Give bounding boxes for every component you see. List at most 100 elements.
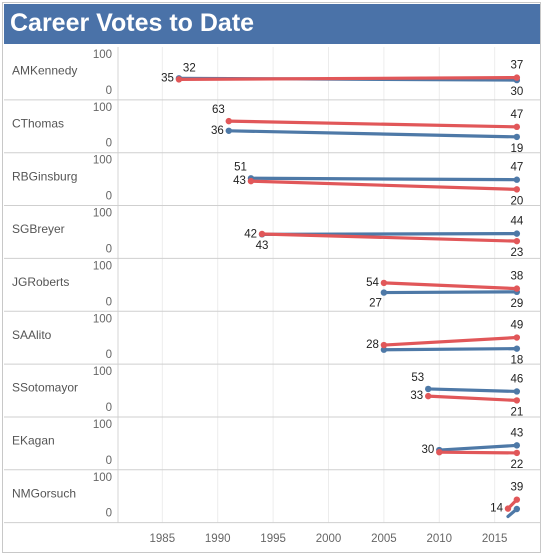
title-bar: Career Votes to Date bbox=[4, 4, 540, 44]
blue-point bbox=[225, 127, 232, 134]
red-point bbox=[380, 279, 388, 287]
red-series-line bbox=[260, 232, 519, 243]
data-label: 35 bbox=[161, 72, 174, 84]
chart-title: Career Votes to Date bbox=[10, 9, 255, 37]
y-tick-label: 0 bbox=[106, 243, 112, 255]
row-label: SGBreyer bbox=[12, 222, 65, 236]
red-series-line bbox=[382, 335, 519, 347]
data-label: 43 bbox=[510, 427, 523, 439]
red-point bbox=[225, 117, 232, 125]
blue-series-line bbox=[437, 443, 519, 452]
data-label: 38 bbox=[510, 271, 523, 283]
x-tick-label: 2015 bbox=[482, 533, 508, 545]
red-point bbox=[258, 230, 266, 238]
red-series-line bbox=[382, 281, 519, 291]
row-label: AMKennedy bbox=[12, 64, 77, 78]
data-label: 36 bbox=[211, 125, 224, 137]
blue-series-line bbox=[249, 176, 519, 182]
data-label: 29 bbox=[510, 298, 523, 310]
blue-point bbox=[513, 345, 521, 352]
red-point bbox=[513, 334, 521, 341]
data-label: 49 bbox=[510, 320, 523, 332]
chart-frame bbox=[2, 2, 541, 553]
blue-point bbox=[513, 230, 521, 237]
data-label: 30 bbox=[421, 444, 434, 456]
data-label: 51 bbox=[234, 161, 247, 173]
red-point bbox=[380, 341, 388, 349]
blue-point bbox=[513, 442, 521, 449]
data-label: 46 bbox=[510, 373, 523, 385]
red-point bbox=[247, 177, 255, 185]
blue-point bbox=[425, 385, 432, 393]
row-amkennedy bbox=[175, 74, 521, 84]
y-tick-label: 100 bbox=[93, 208, 112, 220]
data-label: 18 bbox=[510, 355, 523, 367]
data-label: 21 bbox=[510, 406, 523, 418]
row-nmgorsuch bbox=[504, 496, 521, 519]
data-label: 53 bbox=[411, 372, 424, 384]
data-label: 37 bbox=[510, 60, 523, 72]
row-saalito bbox=[380, 334, 521, 353]
y-tick-label: 0 bbox=[106, 349, 112, 361]
red-series-line bbox=[437, 450, 519, 455]
data-label: 23 bbox=[510, 247, 523, 259]
blue-point bbox=[513, 133, 521, 141]
row-label: CThomas bbox=[12, 116, 64, 130]
blue-series-line bbox=[227, 129, 519, 139]
y-tick-label: 0 bbox=[106, 138, 112, 150]
red-point bbox=[504, 505, 512, 512]
red-point bbox=[513, 496, 521, 503]
data-label: 43 bbox=[233, 175, 246, 187]
blue-point bbox=[513, 505, 521, 513]
y-tick-label: 100 bbox=[93, 366, 112, 378]
red-point bbox=[436, 448, 443, 456]
x-tick-label: 1995 bbox=[260, 533, 286, 545]
red-series-line bbox=[249, 179, 519, 191]
data-label: 44 bbox=[510, 216, 523, 228]
blue-series-line bbox=[382, 290, 519, 295]
y-tick-label: 0 bbox=[106, 296, 112, 308]
blue-series-line bbox=[382, 347, 519, 352]
data-label: 47 bbox=[510, 162, 523, 174]
red-point bbox=[513, 285, 521, 292]
y-tick-label: 100 bbox=[93, 102, 112, 114]
y-tick-label: 0 bbox=[106, 402, 112, 414]
red-point bbox=[425, 392, 432, 400]
data-label: 63 bbox=[212, 104, 225, 116]
y-tick-label: 100 bbox=[93, 260, 112, 272]
red-series-line bbox=[426, 394, 519, 403]
data-label: 27 bbox=[369, 298, 382, 310]
data-label: 20 bbox=[510, 195, 523, 207]
data-label: 32 bbox=[183, 62, 196, 74]
data-label: 43 bbox=[256, 240, 269, 252]
x-tick-label: 2005 bbox=[371, 533, 397, 545]
red-point bbox=[175, 76, 183, 83]
x-tick-label: 1990 bbox=[205, 533, 231, 545]
red-series-line bbox=[177, 75, 519, 81]
row-label: EKagan bbox=[12, 434, 55, 448]
row-label: NMGorsuch bbox=[12, 486, 76, 500]
red-point bbox=[513, 123, 521, 131]
blue-point bbox=[513, 176, 521, 183]
data-label: 19 bbox=[510, 143, 523, 155]
row-label: RBGinsburg bbox=[12, 169, 77, 183]
red-point bbox=[513, 237, 521, 245]
y-tick-label: 0 bbox=[106, 85, 112, 97]
blue-point bbox=[513, 388, 521, 395]
blue-point bbox=[380, 346, 388, 353]
blue-series-line bbox=[426, 387, 519, 394]
row-label: JGRoberts bbox=[12, 275, 69, 289]
x-tick-label: 2010 bbox=[426, 533, 452, 545]
red-point bbox=[513, 74, 521, 81]
y-tick-label: 100 bbox=[93, 49, 112, 61]
y-tick-label: 0 bbox=[106, 508, 112, 520]
blue-point bbox=[380, 289, 388, 296]
data-label: 47 bbox=[510, 109, 523, 121]
data-label: 30 bbox=[510, 86, 523, 98]
x-tick-label: 1985 bbox=[150, 533, 176, 545]
y-tick-label: 100 bbox=[93, 155, 112, 167]
data-label: 22 bbox=[510, 459, 523, 471]
row-sgbreyer bbox=[258, 230, 521, 245]
row-label: SAAlito bbox=[12, 328, 52, 342]
